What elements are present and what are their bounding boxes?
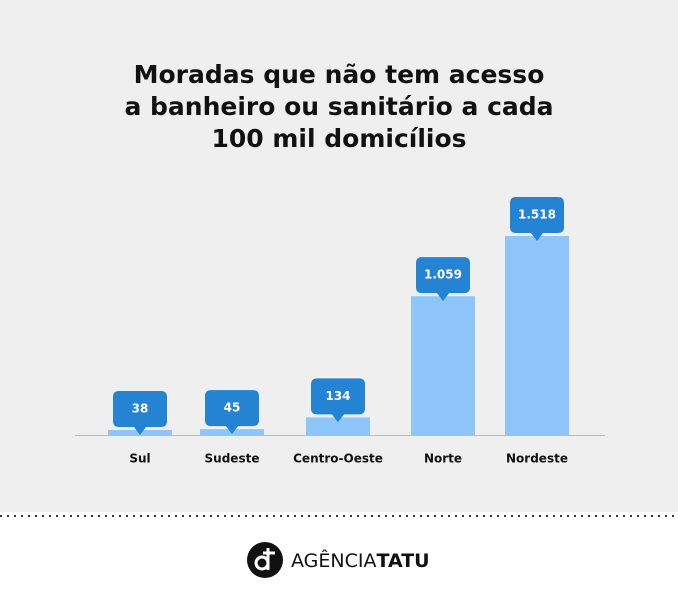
brand-part: AGÊNCIA bbox=[291, 549, 376, 572]
logo: AGÊNCIATATU bbox=[247, 542, 430, 578]
value-label-bubble bbox=[311, 378, 365, 423]
value-label: 134 bbox=[325, 389, 350, 403]
bar bbox=[505, 236, 569, 435]
x-tick-label: Centro-Oeste bbox=[293, 452, 383, 466]
value-label-bubble bbox=[113, 391, 167, 436]
value-label: 1.518 bbox=[518, 208, 556, 222]
value-label: 45 bbox=[224, 401, 241, 415]
bar bbox=[306, 417, 370, 435]
value-label: 38 bbox=[132, 402, 149, 416]
chart-title: Moradas que não tem acesso bbox=[134, 60, 545, 89]
x-tick-label: Nordeste bbox=[506, 452, 568, 466]
value-label-bubble bbox=[205, 390, 259, 435]
x-tick-label: Norte bbox=[424, 452, 462, 466]
chart-title: a banheiro ou sanitário a cada bbox=[124, 92, 553, 121]
bar bbox=[411, 296, 475, 435]
x-tick-label: Sudeste bbox=[205, 452, 260, 466]
value-label: 1.059 bbox=[424, 268, 462, 282]
x-tick-label: Sul bbox=[129, 452, 150, 466]
logo-icon bbox=[247, 542, 283, 578]
value-label-bubble bbox=[416, 257, 470, 302]
value-label-bubble bbox=[510, 197, 564, 241]
chart-title: 100 mil domicílios bbox=[211, 124, 466, 153]
brand: AGÊNCIATATU bbox=[291, 549, 430, 572]
brand-part: TATU bbox=[376, 550, 429, 572]
